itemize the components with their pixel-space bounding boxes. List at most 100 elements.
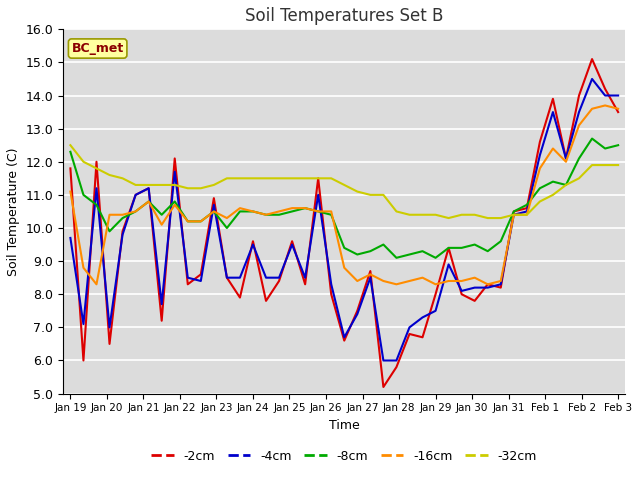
-32cm bbox=[549, 192, 557, 198]
Text: BC_met: BC_met bbox=[72, 42, 124, 55]
-32cm bbox=[79, 159, 87, 165]
-4cm bbox=[328, 281, 335, 287]
-8cm bbox=[458, 245, 465, 251]
-2cm bbox=[367, 268, 374, 274]
-16cm bbox=[549, 145, 557, 151]
-16cm bbox=[484, 281, 492, 287]
-2cm bbox=[380, 384, 387, 390]
-2cm bbox=[353, 308, 361, 313]
-16cm bbox=[301, 205, 309, 211]
-8cm bbox=[432, 255, 440, 261]
-2cm bbox=[79, 358, 87, 363]
-2cm bbox=[523, 205, 531, 211]
-16cm bbox=[380, 278, 387, 284]
-16cm bbox=[614, 106, 622, 112]
-4cm bbox=[132, 192, 140, 198]
-8cm bbox=[223, 225, 231, 231]
-4cm bbox=[210, 202, 218, 208]
-2cm bbox=[158, 318, 166, 324]
-16cm bbox=[575, 122, 583, 128]
-32cm bbox=[367, 192, 374, 198]
-32cm bbox=[419, 212, 426, 217]
-8cm bbox=[614, 142, 622, 148]
-4cm bbox=[197, 278, 205, 284]
-8cm bbox=[471, 241, 479, 247]
-32cm bbox=[184, 185, 191, 191]
-16cm bbox=[510, 212, 518, 217]
-2cm bbox=[119, 228, 127, 234]
-4cm bbox=[510, 212, 518, 217]
-4cm bbox=[106, 324, 113, 330]
-4cm bbox=[288, 241, 296, 247]
-16cm bbox=[197, 218, 205, 224]
-2cm bbox=[471, 298, 479, 304]
-8cm bbox=[328, 212, 335, 217]
-32cm bbox=[197, 185, 205, 191]
-8cm bbox=[536, 185, 544, 191]
-4cm bbox=[262, 275, 270, 280]
-4cm bbox=[93, 185, 100, 191]
-16cm bbox=[223, 215, 231, 221]
-16cm bbox=[523, 212, 531, 217]
-32cm bbox=[536, 199, 544, 204]
-4cm bbox=[249, 241, 257, 247]
-4cm bbox=[601, 93, 609, 98]
X-axis label: Time: Time bbox=[329, 419, 360, 432]
-16cm bbox=[119, 212, 127, 217]
-32cm bbox=[236, 175, 244, 181]
-8cm bbox=[145, 199, 152, 204]
-4cm bbox=[432, 308, 440, 313]
-4cm bbox=[549, 109, 557, 115]
-8cm bbox=[367, 248, 374, 254]
-4cm bbox=[340, 335, 348, 340]
Line: -4cm: -4cm bbox=[70, 79, 618, 360]
-4cm bbox=[406, 324, 413, 330]
-8cm bbox=[445, 245, 452, 251]
Title: Soil Temperatures Set B: Soil Temperatures Set B bbox=[245, 7, 444, 25]
-4cm bbox=[184, 275, 191, 280]
-8cm bbox=[340, 245, 348, 251]
-8cm bbox=[197, 218, 205, 224]
-2cm bbox=[249, 239, 257, 244]
-16cm bbox=[445, 278, 452, 284]
-4cm bbox=[223, 275, 231, 280]
-4cm bbox=[497, 281, 504, 287]
-8cm bbox=[301, 205, 309, 211]
-32cm bbox=[328, 175, 335, 181]
-16cm bbox=[249, 208, 257, 214]
-8cm bbox=[601, 145, 609, 151]
-8cm bbox=[288, 208, 296, 214]
-2cm bbox=[301, 281, 309, 287]
-2cm bbox=[236, 295, 244, 300]
-8cm bbox=[249, 208, 257, 214]
-32cm bbox=[497, 215, 504, 221]
-2cm bbox=[510, 208, 518, 214]
-8cm bbox=[119, 215, 127, 221]
-2cm bbox=[497, 285, 504, 290]
-32cm bbox=[119, 175, 127, 181]
Line: -16cm: -16cm bbox=[70, 106, 618, 284]
-16cm bbox=[419, 275, 426, 280]
-8cm bbox=[236, 208, 244, 214]
-32cm bbox=[588, 162, 596, 168]
-16cm bbox=[432, 281, 440, 287]
-16cm bbox=[145, 199, 152, 204]
-32cm bbox=[106, 172, 113, 178]
-4cm bbox=[301, 275, 309, 280]
Line: -8cm: -8cm bbox=[70, 139, 618, 258]
-8cm bbox=[549, 179, 557, 184]
-2cm bbox=[406, 331, 413, 337]
-2cm bbox=[171, 156, 179, 161]
-16cm bbox=[458, 278, 465, 284]
-32cm bbox=[562, 182, 570, 188]
-32cm bbox=[340, 182, 348, 188]
-8cm bbox=[588, 136, 596, 142]
-16cm bbox=[562, 159, 570, 165]
-2cm bbox=[93, 159, 100, 165]
-2cm bbox=[340, 338, 348, 344]
-4cm bbox=[275, 275, 283, 280]
-4cm bbox=[392, 358, 400, 363]
-32cm bbox=[158, 182, 166, 188]
-4cm bbox=[614, 93, 622, 98]
-2cm bbox=[262, 298, 270, 304]
